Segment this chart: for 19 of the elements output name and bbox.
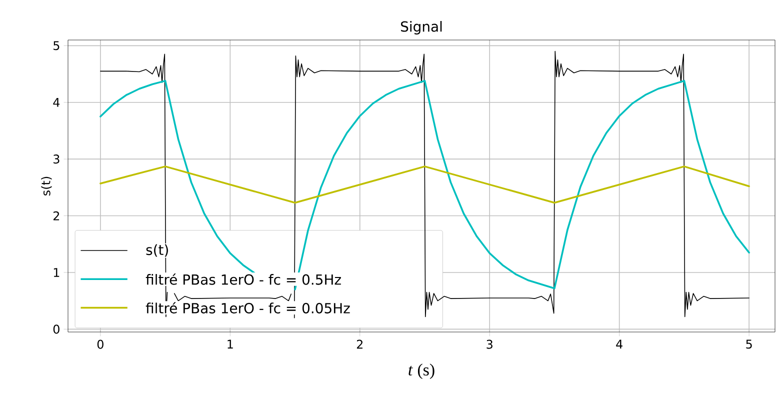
y-axis-title: s(t) (41, 176, 52, 196)
chart-title: Signal (401, 20, 442, 34)
y-tick-label: 2 (53, 211, 60, 220)
x-tick-label: 3 (486, 340, 492, 349)
x-tick-label: 5 (746, 340, 752, 349)
line-series (100, 166, 750, 204)
y-tick-label: 4 (53, 98, 60, 107)
y-tick-label: 1 (54, 268, 60, 277)
x-tick-label: 0 (97, 340, 104, 349)
x-tick-label: 4 (616, 340, 622, 348)
legend-label: filtré PBas 1erO - fc = 0.5Hz (146, 273, 341, 285)
x-axis-title: t (s) (408, 364, 434, 379)
y-tick-label: 0 (53, 324, 60, 334)
x-tick-label: 2 (356, 340, 362, 349)
y-tick-label: 5 (54, 41, 60, 50)
y-tick-label: 3 (54, 154, 60, 164)
legend-label: filtré PBas 1erO - fc = 0.05Hz (146, 302, 350, 314)
x-tick-label: 1 (228, 340, 233, 348)
legend-label: s(t) (146, 244, 168, 257)
